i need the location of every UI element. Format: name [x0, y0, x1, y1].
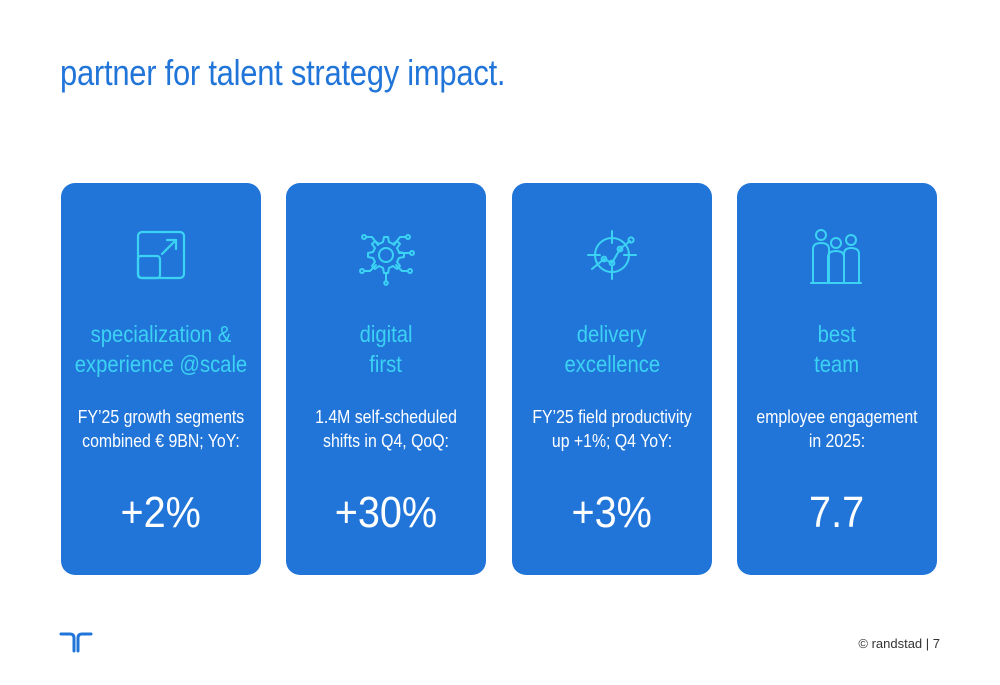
footer-copyright: © randstad | 7 [858, 636, 940, 651]
card-heading: best team [814, 321, 860, 377]
randstad-logo [58, 630, 94, 654]
target-chart-icon [580, 223, 644, 287]
card-best-team: best team employee engagement in 2025: 7… [737, 183, 937, 575]
card-description: 1.4M self-scheduled shifts in Q4, QoQ: [315, 407, 457, 451]
card-specialization: specialization & experience @scale FY’25… [61, 183, 261, 575]
card-digital-first: digital first 1.4M self-scheduled shifts… [286, 183, 486, 575]
card-value: +30% [334, 488, 438, 537]
card-value: 7.7 [809, 488, 865, 537]
card-value: +3% [571, 488, 653, 537]
card-delivery-excellence: delivery excellence FY’25 field producti… [512, 183, 712, 575]
card-description: FY’25 field productivity up +1%; Q4 YoY: [532, 407, 692, 451]
card-description: FY’25 growth segments combined € 9BN; Yo… [77, 407, 245, 451]
card-heading: delivery excellence [564, 321, 660, 377]
team-icon [805, 223, 869, 287]
gear-circuit-icon [354, 223, 418, 287]
card-description: employee engagement in 2025: [756, 407, 918, 451]
card-heading: specialization & experience @scale [74, 321, 248, 377]
expand-icon [129, 223, 193, 287]
card-value: +2% [120, 488, 202, 537]
page-title: partner for talent strategy impact. [60, 52, 506, 93]
card-heading: digital first [359, 321, 413, 377]
